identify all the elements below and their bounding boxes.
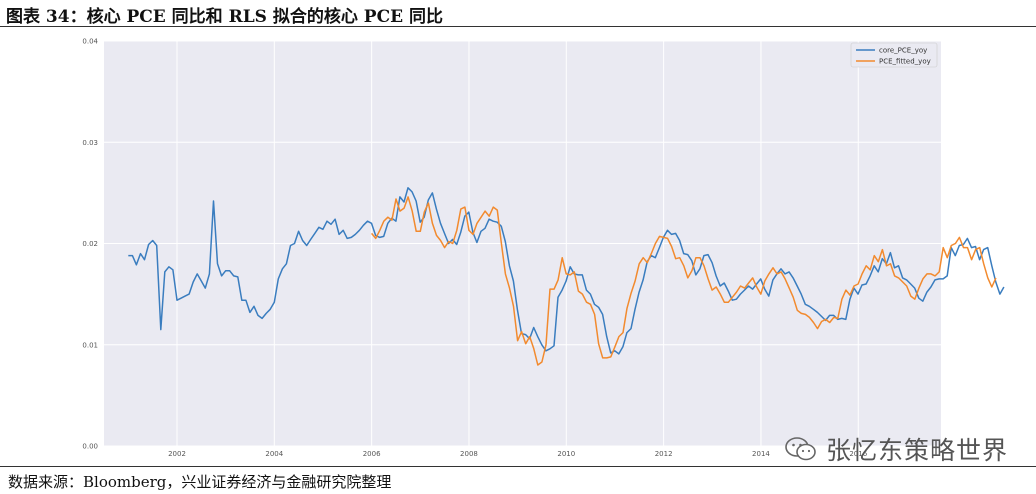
x-tick-label: 2012 bbox=[655, 450, 673, 458]
y-axis-ticks: 0.00 0.01 0.02 0.03 0.04 bbox=[82, 38, 98, 451]
x-tick-label: 2016 bbox=[849, 450, 867, 458]
series-line-core-pce-yoy bbox=[128, 187, 1005, 355]
x-tick-label: 2008 bbox=[460, 450, 478, 458]
wechat-icon bbox=[785, 437, 816, 461]
series-lines bbox=[128, 187, 1005, 366]
y-tick-label: 0.00 bbox=[82, 443, 98, 451]
x-tick-label: 2006 bbox=[363, 450, 381, 458]
watermark: 张忆东策略世界 bbox=[784, 431, 1008, 467]
y-tick-label: 0.01 bbox=[82, 341, 98, 349]
legend-label-core: core_PCE_yoy bbox=[879, 47, 927, 55]
top-rule bbox=[0, 26, 1036, 27]
x-tick-label: 2010 bbox=[557, 450, 575, 458]
y-tick-label: 0.04 bbox=[82, 38, 98, 46]
source-note: 数据来源：Bloomberg，兴业证券经济与金融研究院整理 bbox=[8, 473, 392, 491]
gridlines bbox=[104, 40, 941, 447]
x-tick-label: 2014 bbox=[752, 450, 770, 458]
legend-label-fitted: PCE_fitted_yoy bbox=[879, 58, 931, 66]
x-tick-label: 2002 bbox=[168, 450, 186, 458]
x-axis-ticks: 2002 2004 2006 2008 2010 2012 2014 2016 bbox=[168, 450, 868, 458]
y-tick-label: 0.02 bbox=[82, 240, 98, 248]
figure-title: 图表 34：核心 PCE 同比和 RLS 拟合的核心 PCE 同比 bbox=[6, 7, 443, 27]
x-tick-label: 2004 bbox=[265, 450, 283, 458]
series-line-pce-fitted-yoy bbox=[371, 196, 997, 366]
watermark-text: 张忆东策略世界 bbox=[826, 436, 1009, 465]
line-chart: 0.00 0.01 0.02 0.03 0.04 2002 2004 2006 2008 201… bbox=[82, 38, 1005, 458]
bottom-rule bbox=[0, 466, 1036, 467]
legend: core_PCE_yoy PCE_fitted_yoy bbox=[850, 42, 938, 68]
y-tick-label: 0.03 bbox=[82, 139, 98, 147]
